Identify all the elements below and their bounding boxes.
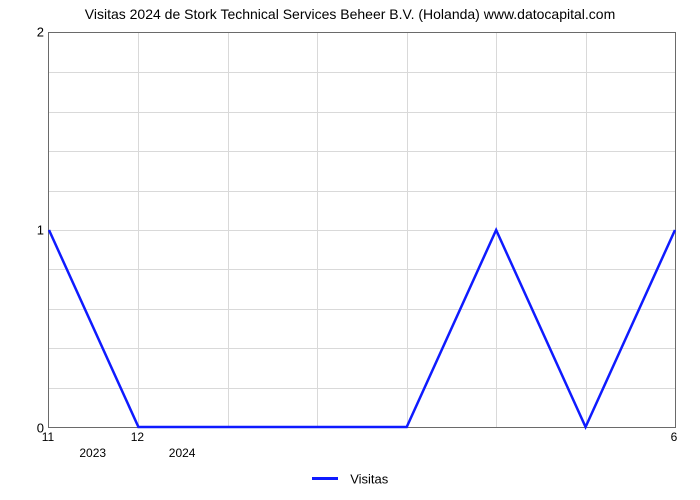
chart-title: Visitas 2024 de Stork Technical Services… [0, 6, 700, 22]
legend: Visitas [0, 470, 700, 488]
plot-area [48, 32, 676, 428]
y-tick-1: 1 [4, 223, 44, 238]
visits-chart: Visitas 2024 de Stork Technical Services… [0, 0, 700, 500]
x-year-label: 2024 [169, 446, 196, 460]
y-tick-0: 0 [4, 421, 44, 436]
y-tick-2: 2 [4, 25, 44, 40]
line-series [49, 33, 675, 427]
x-tick: 6 [671, 430, 678, 444]
legend-label: Visitas [350, 471, 388, 486]
legend-swatch [312, 477, 338, 480]
x-tick: 12 [131, 430, 144, 444]
x-tick: 11 [42, 430, 54, 444]
x-year-label: 2023 [79, 446, 106, 460]
